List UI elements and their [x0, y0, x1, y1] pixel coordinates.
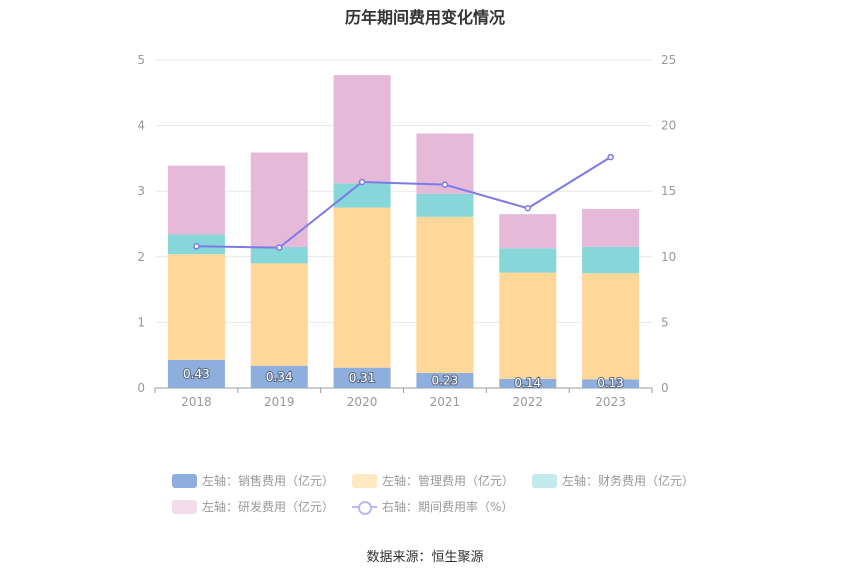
- legend-item-rate[interactable]: 右轴：期间费用率（%）: [352, 498, 513, 515]
- y-left-tick-label: 3: [137, 184, 145, 198]
- legend-row-2: 左轴：研发费用（亿元） 右轴：期间费用率（%）: [172, 498, 531, 515]
- legend-item-sales[interactable]: 左轴：销售费用（亿元）: [172, 472, 334, 489]
- data-source: 数据来源：恒生聚源: [366, 550, 484, 565]
- x-tick-label: 2021: [430, 395, 461, 409]
- bar-rnd-2019: [250, 152, 308, 247]
- legend-swatch-sales: [172, 473, 197, 488]
- bar-management-2018: [167, 254, 225, 360]
- legend-item-rnd[interactable]: 左轴：研发费用（亿元）: [172, 498, 334, 515]
- chart-title: 历年期间费用变化情况: [344, 8, 505, 27]
- data-label-sales-2023: 0.13: [597, 376, 624, 390]
- bar-sales-2018: [167, 359, 225, 388]
- y-right-tick-label: 10: [661, 250, 676, 264]
- bar-sales-2019: [250, 365, 308, 388]
- rate-line: [196, 156, 612, 249]
- data-label-sales-2022: 0.14: [514, 376, 541, 390]
- bar-finance-2021: [416, 193, 474, 217]
- bar-finance-2022: [499, 248, 557, 273]
- bar-rnd-2022: [499, 214, 557, 249]
- legend-swatch-rate: [352, 500, 378, 515]
- y-right-tick-label: 5: [661, 315, 669, 329]
- legend-swatch-management: [352, 473, 378, 488]
- x-tick-label: 2018: [181, 395, 212, 409]
- legend-item-management[interactable]: 左轴：管理费用（亿元）: [352, 472, 514, 489]
- data-label-sales-2021: 0.23: [432, 373, 459, 387]
- data-label-sales-2020: 0.31: [349, 371, 376, 385]
- bar-management-2021: [416, 216, 474, 373]
- bar-rnd-2018: [167, 165, 225, 235]
- y-left-tick-label: 1: [137, 315, 145, 329]
- bar-rnd-2020: [333, 75, 391, 184]
- y-left-tick-label: 0: [137, 381, 145, 395]
- bar-sales-2022: [499, 378, 557, 388]
- rate-point-2021: [441, 181, 449, 188]
- bar-finance-2019: [250, 246, 308, 264]
- rate-point-2018: [193, 243, 200, 250]
- bar-management-2020: [333, 207, 391, 368]
- y-left-tick-label: 2: [137, 250, 145, 264]
- bar-management-2022: [499, 272, 557, 379]
- y-left-tick-label: 5: [137, 53, 145, 67]
- bar-sales-2021: [416, 372, 474, 388]
- y-left-tick-label: 4: [137, 119, 145, 133]
- y-right-tick-label: 0: [661, 381, 669, 395]
- bar-finance-2020: [333, 183, 391, 208]
- bar-management-2019: [250, 263, 308, 366]
- legend-label-rnd: 左轴：研发费用（亿元）: [202, 500, 335, 514]
- x-tick-label: 2020: [347, 395, 378, 409]
- y-right-tick-label: 25: [661, 53, 676, 67]
- y-right-tick-label: 20: [661, 119, 676, 133]
- legend-row-1: 左轴：销售费用（亿元） 左轴：管理费用（亿元） 左轴：财务费用（亿元）: [172, 472, 712, 489]
- legend-label-rate: 右轴：期间费用率（%）: [382, 500, 514, 514]
- rate-point-2022: [524, 205, 531, 212]
- rate-point-2020: [358, 178, 366, 186]
- legend-item-finance[interactable]: 左轴：财务费用（亿元）: [532, 472, 694, 489]
- bar-rnd-2023: [582, 208, 640, 247]
- legend-label-sales: 左轴：销售费用（亿元）: [202, 474, 335, 488]
- legend-label-finance: 左轴：财务费用（亿元）: [562, 474, 695, 488]
- data-label-sales-2019: 0.34: [266, 370, 293, 384]
- rate-point-2023: [607, 153, 614, 161]
- bar-finance-2023: [582, 246, 640, 274]
- data-label-sales-2018: 0.43: [183, 367, 210, 381]
- x-tick-label: 2019: [264, 395, 295, 409]
- x-tick-label: 2023: [595, 395, 626, 409]
- legend-swatch-rnd: [172, 499, 197, 514]
- bar-management-2023: [582, 273, 640, 380]
- rate-point-2019: [276, 244, 283, 251]
- y-right-tick-label: 15: [661, 184, 676, 198]
- chart-canvas: 0 1 2 3 4 5 0 5 10 15 20 25 2018 2019 2020 2021 2022 2023…: [137, 53, 676, 409]
- bar-sales-2023: [582, 379, 640, 388]
- legend-label-management: 左轴：管理费用（亿元）: [382, 474, 515, 488]
- bar-sales-2020: [333, 367, 391, 388]
- x-tick-label: 2022: [512, 395, 543, 409]
- legend-swatch-finance: [532, 473, 558, 488]
